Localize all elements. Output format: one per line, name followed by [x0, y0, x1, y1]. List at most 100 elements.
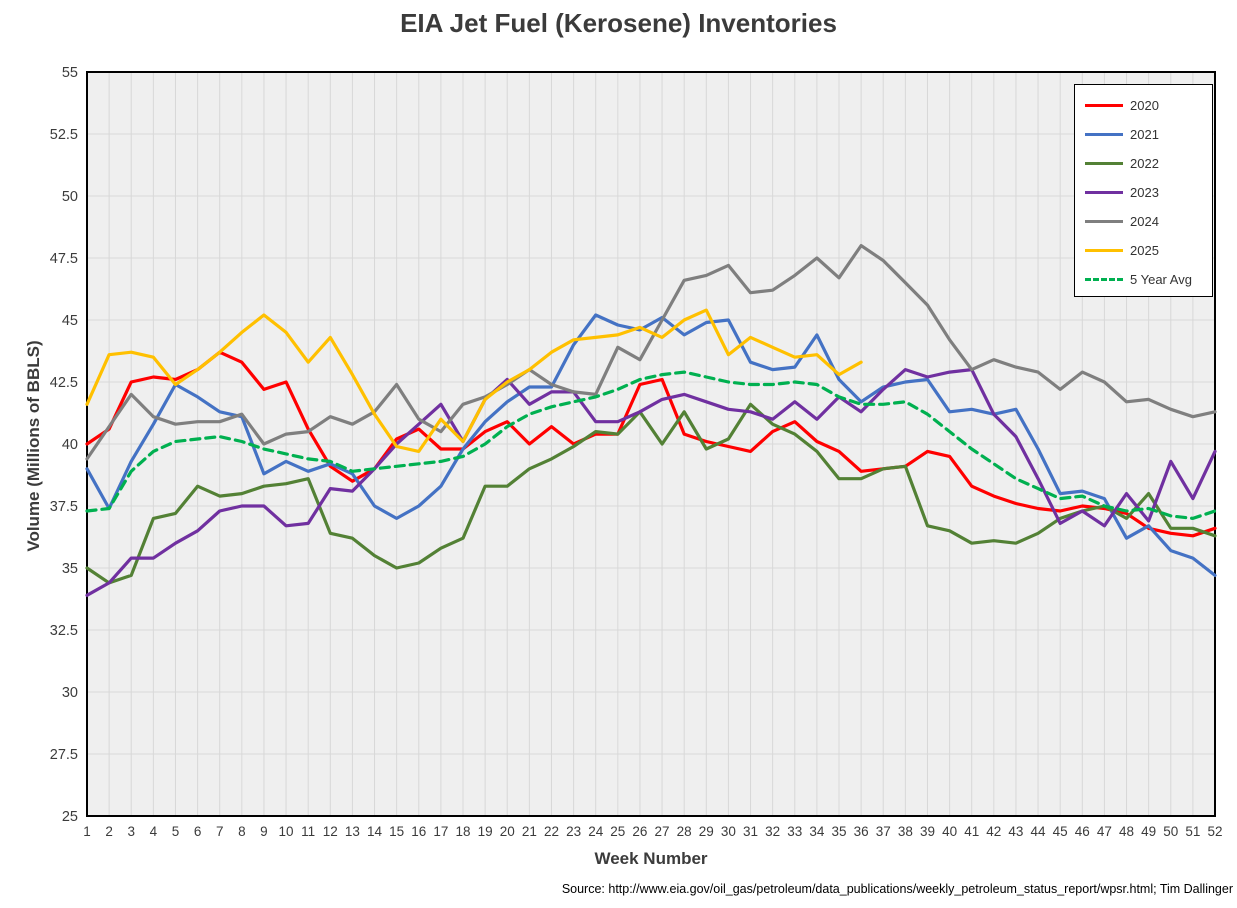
legend-item-2024: 2024 [1075, 207, 1212, 236]
x-tick-label: 13 [345, 824, 360, 839]
legend-item-2023: 2023 [1075, 178, 1212, 207]
x-tick-label: 11 [301, 824, 315, 839]
x-axis-title: Week Number [594, 849, 708, 868]
legend-swatch [1085, 104, 1123, 107]
x-tick-label: 20 [500, 824, 515, 839]
x-tick-label: 12 [323, 824, 338, 839]
legend-label: 2024 [1130, 214, 1159, 229]
x-tick-label: 34 [809, 824, 825, 839]
y-tick-label: 35 [62, 561, 78, 577]
series-line-2020 [85, 350, 1217, 538]
x-tick-label: 6 [194, 824, 202, 839]
chart-title: EIA Jet Fuel (Kerosene) Inventories [400, 8, 837, 38]
x-tick-label: 52 [1207, 824, 1222, 839]
x-tick-label: 36 [854, 824, 869, 839]
x-tick-label: 8 [238, 824, 246, 839]
x-tick-label: 30 [721, 824, 736, 839]
legend-swatch [1085, 278, 1123, 281]
x-tick-label: 42 [986, 824, 1001, 839]
x-tick-label: 10 [279, 824, 294, 839]
y-tick-label: 45 [62, 313, 78, 329]
x-tick-label: 24 [588, 824, 604, 839]
x-tick-label: 23 [566, 824, 581, 839]
x-tick-label: 9 [260, 824, 268, 839]
y-tick-label: 37.5 [50, 499, 78, 515]
x-tick-label: 4 [150, 824, 158, 839]
legend-swatch [1085, 162, 1123, 165]
legend-swatch [1085, 249, 1123, 252]
x-tick-label: 45 [1053, 824, 1068, 839]
y-tick-label: 50 [62, 189, 78, 205]
x-tick-label: 44 [1031, 824, 1047, 839]
x-tick-label: 15 [389, 824, 404, 839]
x-tick-label: 37 [876, 824, 891, 839]
y-tick-label: 30 [62, 685, 78, 701]
y-tick-label: 40 [62, 437, 78, 453]
legend-item-2021: 2021 [1075, 120, 1212, 149]
x-tick-label: 17 [433, 824, 448, 839]
x-tick-label: 18 [455, 824, 470, 839]
x-tick-label: 38 [898, 824, 913, 839]
series-line-5-year-avg [85, 370, 1217, 521]
legend-swatch [1085, 133, 1123, 136]
y-tick-label: 52.5 [50, 127, 78, 143]
x-tick-label: 29 [699, 824, 714, 839]
x-tick-label: 33 [787, 824, 802, 839]
x-tick-label: 5 [172, 824, 180, 839]
x-tick-label: 47 [1097, 824, 1112, 839]
legend-label: 2021 [1130, 127, 1159, 142]
legend-item-2020: 2020 [1075, 91, 1212, 120]
y-tick-label: 27.5 [50, 747, 78, 763]
x-tick-label: 14 [367, 824, 383, 839]
series-line-2025 [85, 308, 863, 453]
x-tick-label: 28 [677, 824, 692, 839]
series-line-2022 [85, 402, 1217, 585]
series-line-2023 [85, 368, 1217, 597]
legend-label: 2022 [1130, 156, 1159, 171]
x-tick-label: 1 [83, 824, 91, 839]
x-tick-label: 46 [1075, 824, 1090, 839]
x-tick-label: 43 [1008, 824, 1023, 839]
x-tick-label: 22 [544, 824, 559, 839]
y-tick-label: 47.5 [50, 251, 78, 267]
x-tick-label: 40 [942, 824, 957, 839]
x-tick-label: 25 [610, 824, 625, 839]
y-tick-label: 55 [62, 65, 78, 81]
x-tick-label: 41 [964, 824, 979, 839]
x-tick-label: 31 [743, 824, 758, 839]
x-tick-label: 2 [105, 824, 113, 839]
legend-label: 2025 [1130, 243, 1159, 258]
x-tick-label: 19 [478, 824, 493, 839]
x-tick-label: 32 [765, 824, 780, 839]
x-tick-label: 50 [1163, 824, 1178, 839]
x-tick-label: 48 [1119, 824, 1134, 839]
y-tick-label: 32.5 [50, 623, 78, 639]
legend-label: 2023 [1130, 185, 1159, 200]
x-tick-label: 35 [831, 824, 846, 839]
x-tick-label: 26 [632, 824, 647, 839]
legend-swatch [1085, 220, 1123, 223]
legend-item-2025: 2025 [1075, 236, 1212, 265]
legend-swatch [1085, 191, 1123, 194]
x-tick-label: 16 [411, 824, 426, 839]
x-tick-label: 3 [127, 824, 135, 839]
series-line-2021 [85, 313, 1217, 578]
legend-label: 5 Year Avg [1130, 272, 1192, 287]
x-tick-label: 21 [522, 824, 537, 839]
x-tick-label: 39 [920, 824, 935, 839]
legend-item-5-year-avg: 5 Year Avg [1075, 265, 1212, 294]
y-tick-label: 42.5 [50, 375, 78, 391]
legend-item-2022: 2022 [1075, 149, 1212, 178]
x-tick-label: 7 [216, 824, 224, 839]
y-axis-title: Volume (Millions of BBLS) [24, 340, 43, 552]
y-tick-label: 25 [62, 809, 78, 825]
legend: 2020 2021 2022 2023 2024 2025 5 Year Avg [1074, 84, 1213, 297]
x-tick-label: 49 [1141, 824, 1156, 839]
series-line-2024 [85, 244, 1217, 461]
legend-label: 2020 [1130, 98, 1159, 113]
x-tick-label: 27 [655, 824, 670, 839]
x-tick-label: 51 [1185, 824, 1200, 839]
